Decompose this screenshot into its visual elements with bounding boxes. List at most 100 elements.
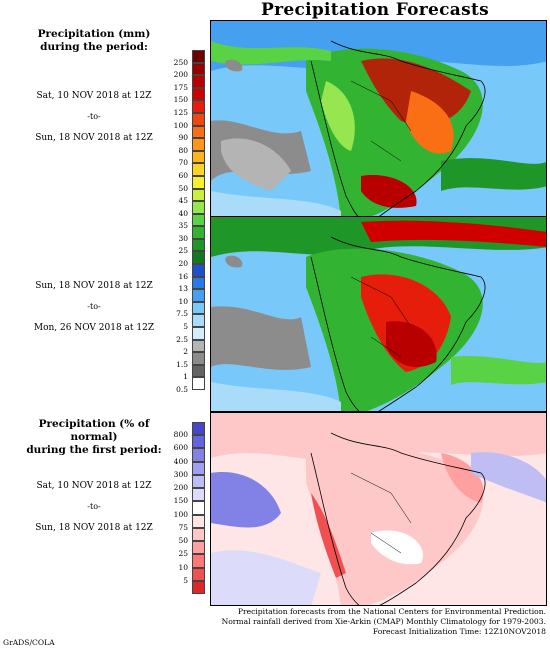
precip-colorbar-cell (192, 75, 205, 88)
anomaly-colorbar-cell (192, 461, 205, 475)
period-1-sep: -to- (87, 112, 101, 121)
anomaly-colorbar (192, 422, 205, 594)
precip-colorbar-tick-label: 50 (178, 183, 188, 193)
precip-map-period-1 (210, 20, 547, 218)
precip-colorbar-cell (192, 62, 205, 76)
anomaly-colorbar-tick-label: 5 (183, 575, 188, 585)
period-1-end: Sun, 18 NOV 2018 at 12Z (35, 133, 153, 143)
period-1-label: Sat, 10 NOV 2018 at 12Z -to- Sun, 18 NOV… (14, 90, 174, 153)
precip-colorbar-cell (192, 327, 205, 340)
precip-colorbar-cell (192, 87, 205, 101)
precip-colorbar-ticks: 250 200 175 150 125 100 90 80 70 60 50 45 40 35 30 25 20… (160, 50, 188, 394)
precip-colorbar-cell (192, 339, 205, 353)
precip-colorbar-tick-label: 40 (178, 208, 188, 218)
precip-colorbar-cell (192, 226, 205, 239)
precip-colorbar-tick-label: 150 (173, 95, 188, 105)
period-1-start: Sat, 10 NOV 2018 at 12Z (36, 91, 152, 101)
anomaly-colorbar-tick-label: 75 (178, 522, 188, 532)
precip-colorbar-cell (192, 251, 205, 265)
anomaly-colorbar-tick-label: 50 (178, 536, 188, 546)
footer-line-2: Normal rainfall derived from Xie-Arkin (… (221, 617, 546, 626)
precip-colorbar-tick-label: 30 (178, 233, 188, 243)
precip-colorbar-cell (192, 201, 205, 214)
anomaly-colorbar-tick-label: 150 (173, 496, 188, 506)
precip-colorbar-cell (192, 364, 205, 378)
precip-heading-line2: during the period: (40, 41, 148, 53)
precip-colorbar-cell (192, 188, 205, 202)
precip-colorbar-tick-label: 1 (183, 372, 188, 382)
precip-colorbar-cell (192, 125, 205, 139)
anomaly-colorbar-tick-label: 400 (173, 456, 188, 466)
anomaly-colorbar-tick-label: 800 (173, 430, 188, 440)
precip-colorbar-cell (192, 138, 205, 151)
precip-colorbar-cell (192, 238, 205, 252)
anomaly-colorbar-tick-label: 10 (178, 562, 188, 572)
precip-colorbar-cell (192, 100, 205, 113)
precip-colorbar-tick-label: 100 (173, 120, 188, 130)
precip-colorbar (192, 50, 205, 390)
precip-colorbar-tick-label: 125 (173, 107, 188, 117)
anomaly-colorbar-cell (192, 501, 205, 515)
anomaly-colorbar-cell (192, 422, 205, 436)
precip-colorbar-tick-label: 5 (183, 322, 188, 332)
precip-colorbar-tick-label: 200 (173, 70, 188, 80)
precip-colorbar-tick-label: 2 (183, 347, 188, 357)
figure-title: Precipitation Forecasts (260, 0, 490, 20)
precip-colorbar-tick-label: 175 (173, 82, 188, 92)
precip-colorbar-tick-label: 60 (178, 170, 188, 180)
precip-colorbar-cell (192, 150, 205, 164)
precip-colorbar-tick-label: 10 (178, 296, 188, 306)
precip-colorbar-cell (192, 352, 205, 365)
precip-colorbar-tick-label: 16 (178, 271, 188, 281)
precip-heading-line1: Precipitation (mm) (37, 28, 151, 40)
footer-line-1: Precipitation forecasts from the Nationa… (237, 607, 546, 616)
precip-colorbar-cell (192, 213, 205, 227)
precip-colorbar-tick-label: 90 (178, 133, 188, 143)
precip-colorbar-cell (192, 163, 205, 176)
period-2-end: Mon, 26 NOV 2018 at 12Z (33, 323, 155, 333)
precip-colorbar-cell (192, 377, 205, 390)
precip-map-period-2 (210, 216, 547, 412)
footer-line-3: Forecast Initialization Time: 12Z10NOV20… (372, 627, 546, 636)
anomaly-colorbar-cell (192, 527, 205, 542)
precip-colorbar-tick-label: 45 (178, 196, 188, 206)
anomaly-colorbar-ticks: 800 600 400 300 200 150 100 75 50 25 10 5 (160, 422, 188, 594)
precip-colorbar-cell (192, 301, 205, 315)
anomaly-colorbar-cell (192, 567, 205, 581)
precip-colorbar-tick-label: 70 (178, 158, 188, 168)
period-2-label: Sun, 18 NOV 2018 at 12Z -to- Mon, 26 NOV… (14, 280, 174, 343)
figure-footer: Precipitation forecasts from the Nationa… (210, 607, 546, 637)
anomaly-colorbar-tick-label: 300 (173, 469, 188, 479)
precip-colorbar-tick-label: 20 (178, 259, 188, 269)
anomaly-colorbar-tick-label: 25 (178, 549, 188, 559)
precip-colorbar-cell (192, 175, 205, 189)
anomaly-heading-line2: during the first period: (26, 444, 162, 456)
anomaly-colorbar-cell (192, 435, 205, 449)
anomaly-colorbar-cell (192, 474, 205, 489)
anomaly-colorbar-cell (192, 541, 205, 555)
precip-colorbar-tick-label: 2.5 (176, 334, 188, 344)
precip-colorbar-tick-label: 25 (178, 246, 188, 256)
anomaly-heading-line1: Precipitation (% of normal) (38, 418, 150, 443)
anomaly-colorbar-cell (192, 554, 205, 568)
precip-colorbar-tick-label: 250 (173, 57, 188, 67)
period-2-sep: -to- (87, 302, 101, 311)
precip-colorbar-cell (192, 264, 205, 277)
precip-colorbar-tick-label: 7.5 (176, 309, 188, 319)
period-3-end: Sun, 18 NOV 2018 at 12Z (35, 523, 153, 533)
precip-heading: Precipitation (mm) during the period: (14, 28, 174, 54)
precip-colorbar-tick-label: 35 (178, 221, 188, 231)
precip-colorbar-tick-label: 1.5 (176, 359, 188, 369)
period-3-start: Sat, 10 NOV 2018 at 12Z (36, 481, 152, 491)
precip-colorbar-cell (192, 50, 205, 63)
precip-colorbar-cell (192, 276, 205, 290)
anomaly-colorbar-cell (192, 488, 205, 502)
anomaly-colorbar-cell (192, 514, 205, 528)
precip-colorbar-cell (192, 289, 205, 302)
precip-colorbar-tick-label: 13 (178, 284, 188, 294)
anomaly-colorbar-tick-label: 600 (173, 443, 188, 453)
grads-credit: GrADS/COLA (3, 638, 55, 647)
period-3-label: Sat, 10 NOV 2018 at 12Z -to- Sun, 18 NOV… (14, 480, 174, 543)
precip-colorbar-cell (192, 112, 205, 126)
anomaly-colorbar-tick-label: 100 (173, 509, 188, 519)
